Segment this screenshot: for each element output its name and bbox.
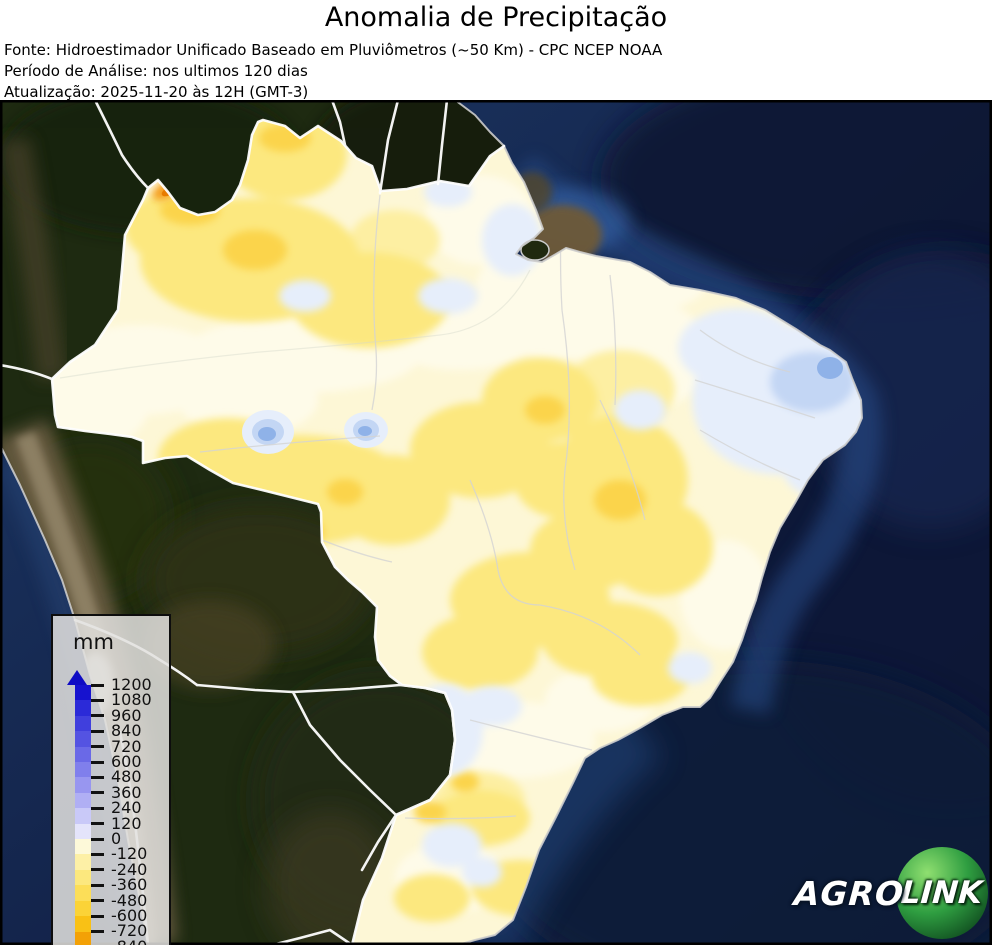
colorbar-tick-label: -240 xyxy=(111,859,148,879)
colorbar-tick-mark xyxy=(91,745,104,749)
colorbar-segment xyxy=(75,685,91,701)
colorbar-tick-label: -480 xyxy=(111,890,148,910)
colorbar-tick-mark xyxy=(91,852,104,856)
colorbar-tick-mark xyxy=(91,883,104,887)
colorbar-tick-label: 720 xyxy=(111,736,142,756)
colorbar-legend: mm 1200 1080 960 840 720 600 480 360 240 120 0 -120… xyxy=(51,614,171,945)
colorbar-segment xyxy=(75,869,91,886)
colorbar-tick-label: 120 xyxy=(111,813,142,833)
colorbar-tick-label: 600 xyxy=(111,752,142,771)
colorbar-tick-label: 960 xyxy=(111,705,142,725)
colorbar-tick-label: 1200 xyxy=(111,675,152,694)
colorbar-segment xyxy=(75,885,91,901)
colorbar-tick-label: -360 xyxy=(111,875,148,895)
colorbar-tick-mark xyxy=(91,791,104,795)
update-line: Atualização: 2025-11-20 às 12H (GMT-3) xyxy=(4,83,309,101)
colorbar-tick-mark xyxy=(91,775,104,779)
colorbar-tick-label: -600 xyxy=(111,906,148,925)
page-title: Anomalia de Precipitação xyxy=(324,2,668,33)
colorbar-tick-mark xyxy=(91,822,104,826)
colorbar-tick-mark xyxy=(91,899,104,903)
colorbar-segment xyxy=(75,762,91,778)
logo-text-agro: AGRO xyxy=(792,873,906,913)
header: Anomalia de Precipitação Fonte: Hidroest… xyxy=(0,0,992,101)
colorbar-tick-mark xyxy=(91,729,104,733)
colorbar-tick-label: -120 xyxy=(111,844,148,864)
colorbar-tick-label: 0 xyxy=(111,829,122,848)
colorbar-tick-mark xyxy=(91,837,104,841)
source-line: Fonte: Hidroestimador Unificado Baseado … xyxy=(4,41,663,59)
colorbar-tick-label: 1080 xyxy=(111,690,152,710)
colorbar-segment xyxy=(75,823,91,840)
colorbar-segment xyxy=(75,777,91,793)
colorbar-tick-label: -720 xyxy=(111,921,148,941)
period-line: Período de Análise: nos ultimos 120 dias xyxy=(4,62,308,80)
colorbar-tick-mark xyxy=(91,714,104,718)
colorbar-tick-mark xyxy=(91,929,104,933)
colorbar-segment xyxy=(75,808,91,824)
colorbar-segment xyxy=(75,731,91,747)
colorbar-segment xyxy=(75,854,91,870)
colorbar-tick-label: 240 xyxy=(111,798,142,818)
logo-text-link: LINK xyxy=(900,875,984,911)
colorbar-tick-mark xyxy=(91,683,104,687)
precipitation-anomaly-map: mm 1200 1080 960 840 720 600 480 360 240 120 0 -120… xyxy=(0,100,992,945)
colorbar-tick-mark xyxy=(91,806,104,810)
colorbar-segment xyxy=(75,900,91,917)
colorbar-segment xyxy=(75,700,91,716)
agrolink-logo: AGRO LINK xyxy=(792,847,988,939)
colorbar-tick-mark xyxy=(91,868,104,872)
colorbar-segment xyxy=(75,931,91,945)
colorbar-segment xyxy=(75,792,91,809)
colorbar-tick-mark xyxy=(91,914,104,918)
map-art xyxy=(0,100,992,945)
colorbar-tick-label: 360 xyxy=(111,782,142,802)
brazil-border xyxy=(50,118,506,945)
colorbar-segment xyxy=(75,916,91,932)
colorbar-segment xyxy=(75,839,91,855)
colorbar-tick-mark xyxy=(91,698,104,702)
colorbar-tick-mark xyxy=(91,760,104,764)
colorbar-top-arrow xyxy=(67,670,87,685)
colorbar-tick-label: 840 xyxy=(111,721,142,741)
logo-green-sphere: LINK xyxy=(896,847,988,939)
colorbar-tick-label: 480 xyxy=(111,767,142,787)
colorbar-segment xyxy=(75,715,91,732)
colorbar-segment xyxy=(75,746,91,763)
colorbar-gradient xyxy=(75,685,91,945)
legend-unit-label: mm xyxy=(73,630,114,654)
colorbar-tick-label: -840 xyxy=(111,938,147,945)
